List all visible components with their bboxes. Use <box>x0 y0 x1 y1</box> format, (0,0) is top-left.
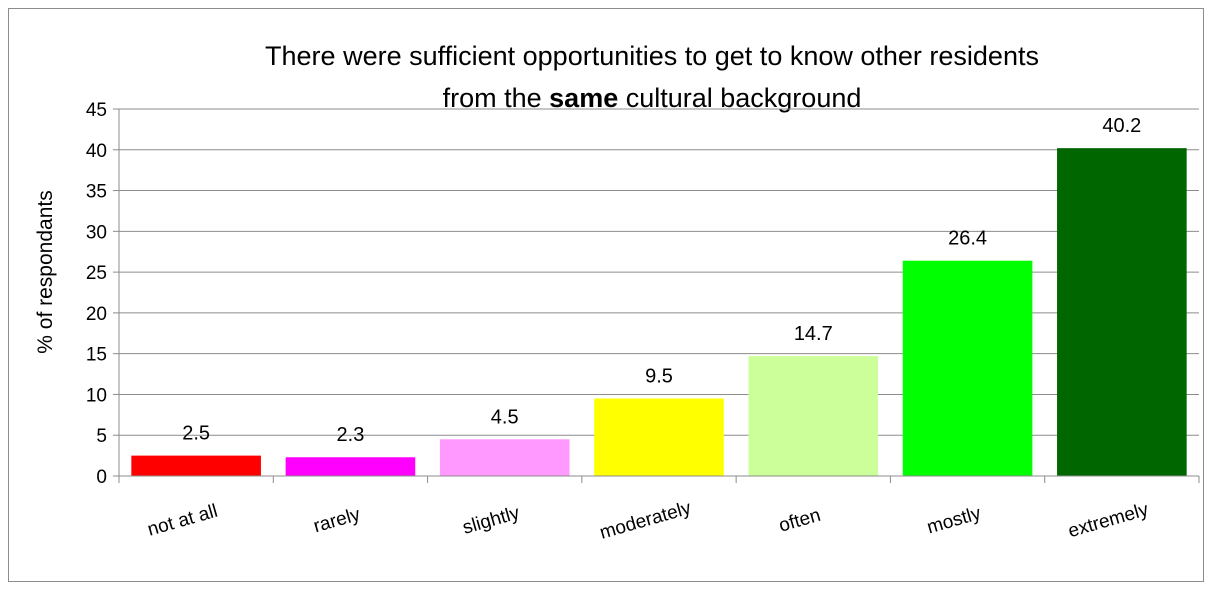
bar-moderately <box>594 398 724 476</box>
bars <box>131 148 1187 476</box>
chart-title-line-2-start: from the <box>443 83 550 113</box>
data-label: 4.5 <box>491 406 519 428</box>
bar-not-at-all <box>131 455 261 476</box>
x-category-label: moderately <box>597 498 694 544</box>
axes <box>113 108 1200 483</box>
x-category-label: often <box>777 505 823 537</box>
x-category-label: mostly <box>925 503 984 538</box>
y-tick-label: 10 <box>86 385 107 406</box>
chart-title-line-1: There were sufficient opportunities to g… <box>265 41 1039 71</box>
y-tick-label: 40 <box>86 141 107 162</box>
bar-rarely <box>285 457 416 476</box>
y-axis-title: % of respondants <box>34 190 57 353</box>
y-tick-label: 15 <box>86 345 107 366</box>
data-label: 14.7 <box>794 323 833 345</box>
y-tick-label: 20 <box>86 304 107 325</box>
data-label: 2.5 <box>182 423 210 445</box>
x-category-label: not at all <box>145 501 220 541</box>
x-category-label: slightly <box>460 502 522 538</box>
y-tick-label: 30 <box>86 222 107 243</box>
x-category-label: extremely <box>1066 499 1151 542</box>
bar-mostly <box>902 260 1033 476</box>
chart-title-line-2: from the same cultural background <box>443 83 862 113</box>
y-tick-label: 35 <box>86 182 107 203</box>
data-label: 9.5 <box>645 366 673 388</box>
data-label: 40.2 <box>1102 115 1141 137</box>
y-tick-label: 0 <box>96 467 107 488</box>
bar-extremely <box>1057 148 1187 476</box>
bar-slightly <box>439 439 570 476</box>
data-label: 2.3 <box>337 424 365 446</box>
x-category-label: rarely <box>311 504 363 537</box>
y-tick-label: 45 <box>86 100 107 121</box>
y-tick-label: 5 <box>96 426 107 447</box>
y-tick-label: 25 <box>86 263 107 284</box>
bar-often <box>748 356 879 476</box>
chart-title-line-2-end: cultural background <box>618 83 861 113</box>
data-label: 26.4 <box>948 228 987 250</box>
chart-title-emphasis: same <box>549 83 618 113</box>
